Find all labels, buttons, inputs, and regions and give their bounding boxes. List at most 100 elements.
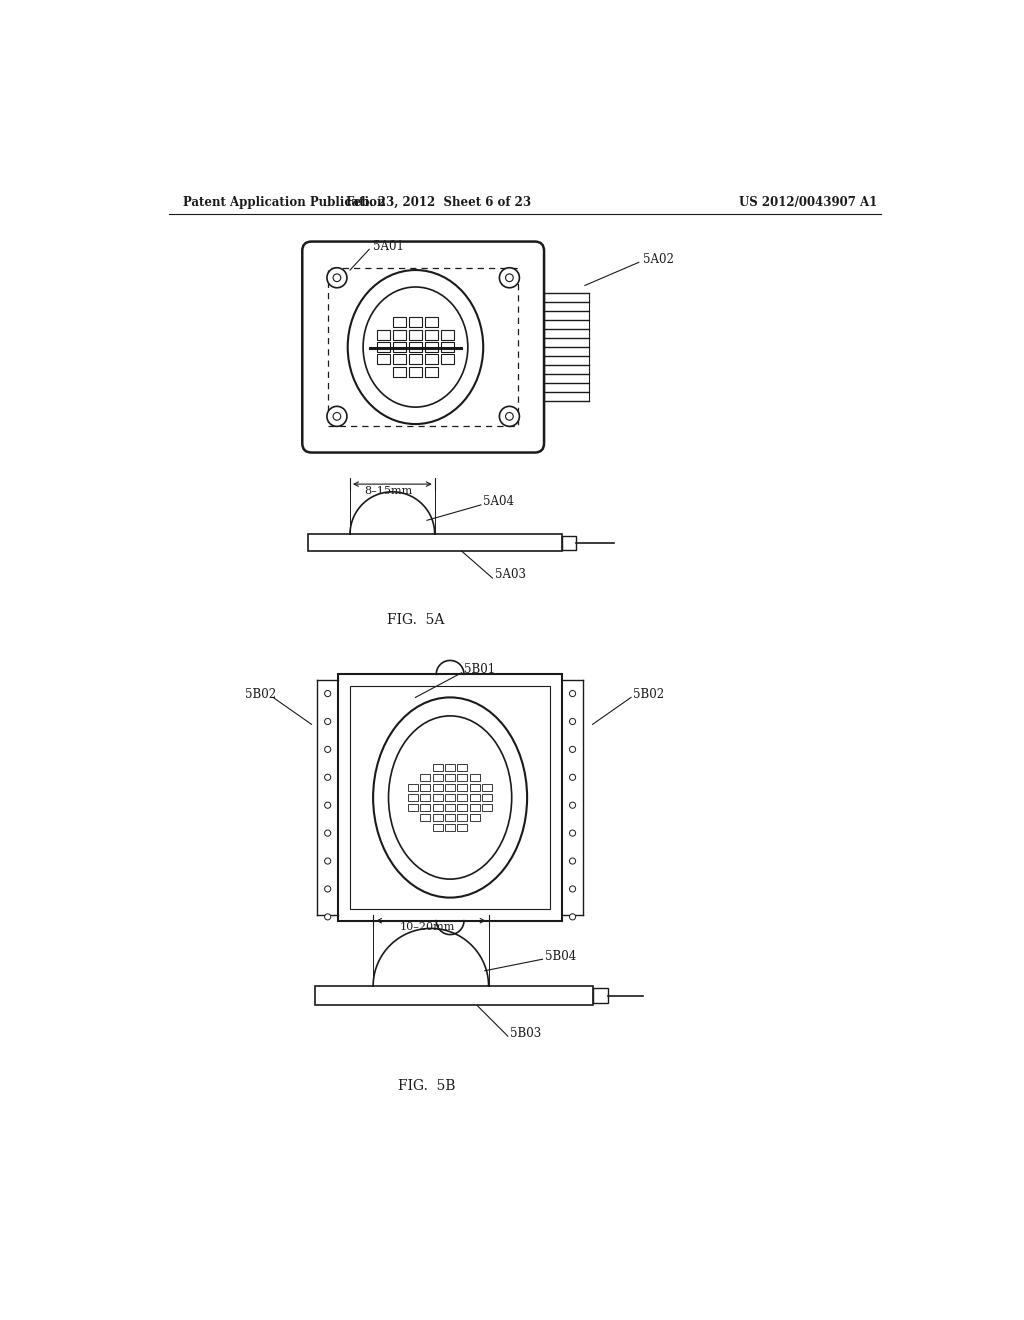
Text: 5B02: 5B02 — [245, 688, 275, 701]
Bar — [329, 268, 518, 426]
Bar — [458, 793, 467, 801]
Bar — [433, 763, 442, 771]
Bar — [433, 824, 442, 832]
Bar — [445, 774, 455, 781]
Text: FIG.  5B: FIG. 5B — [398, 1080, 456, 1093]
Circle shape — [569, 830, 575, 836]
Circle shape — [569, 775, 575, 780]
Bar — [393, 367, 406, 376]
Bar — [458, 763, 467, 771]
Bar — [433, 793, 442, 801]
Text: 5B03: 5B03 — [510, 1027, 542, 1040]
Bar — [562, 536, 575, 549]
Text: 5A03: 5A03 — [495, 569, 525, 582]
Text: 8–15mm: 8–15mm — [365, 486, 413, 496]
Circle shape — [569, 858, 575, 865]
Circle shape — [569, 718, 575, 725]
Bar — [339, 675, 562, 921]
Bar — [425, 354, 438, 364]
Bar — [441, 330, 455, 339]
FancyBboxPatch shape — [302, 242, 544, 453]
Ellipse shape — [373, 697, 527, 898]
Circle shape — [500, 407, 519, 426]
Text: Patent Application Publication: Patent Application Publication — [183, 195, 385, 209]
Circle shape — [325, 803, 331, 808]
Bar — [393, 330, 406, 339]
Bar — [393, 354, 406, 364]
Bar — [409, 804, 418, 812]
Text: 5A01: 5A01 — [373, 240, 404, 252]
Bar — [377, 342, 390, 352]
Ellipse shape — [364, 286, 468, 407]
Bar — [421, 793, 430, 801]
Bar — [377, 330, 390, 339]
Bar — [409, 330, 422, 339]
Circle shape — [506, 275, 513, 281]
Text: 5B02: 5B02 — [634, 688, 665, 701]
Circle shape — [500, 268, 519, 288]
Bar — [441, 354, 455, 364]
Text: 5B04: 5B04 — [545, 949, 577, 962]
Bar — [425, 342, 438, 352]
Bar — [445, 793, 455, 801]
Bar — [482, 804, 493, 812]
Bar — [307, 535, 562, 552]
Circle shape — [569, 746, 575, 752]
Text: 5A02: 5A02 — [643, 252, 674, 265]
Bar — [458, 804, 467, 812]
Circle shape — [327, 268, 347, 288]
Bar — [433, 813, 442, 821]
Bar — [315, 986, 593, 1006]
Bar — [433, 804, 442, 812]
Circle shape — [325, 913, 331, 920]
Bar — [425, 317, 438, 327]
Text: 5A04: 5A04 — [483, 495, 514, 508]
Bar — [445, 804, 455, 812]
Circle shape — [333, 275, 341, 281]
Bar — [409, 367, 422, 376]
Circle shape — [569, 803, 575, 808]
Bar — [458, 784, 467, 792]
Text: FIG.  5A: FIG. 5A — [387, 614, 444, 627]
Bar — [393, 342, 406, 352]
Text: 5B01: 5B01 — [464, 663, 495, 676]
Bar — [421, 774, 430, 781]
Circle shape — [325, 718, 331, 725]
Bar — [470, 784, 480, 792]
Text: 10–20mm: 10–20mm — [399, 923, 455, 932]
Bar — [482, 793, 493, 801]
Bar — [421, 784, 430, 792]
Circle shape — [325, 886, 331, 892]
Bar — [458, 774, 467, 781]
Circle shape — [569, 886, 575, 892]
Bar — [409, 793, 418, 801]
Circle shape — [325, 858, 331, 865]
Bar — [593, 989, 608, 1003]
Bar — [377, 354, 390, 364]
Bar — [425, 330, 438, 339]
Bar — [409, 354, 422, 364]
Bar — [470, 774, 480, 781]
Circle shape — [327, 407, 347, 426]
Bar — [445, 784, 455, 792]
Bar — [409, 317, 422, 327]
Bar — [458, 824, 467, 832]
Bar — [470, 813, 480, 821]
Ellipse shape — [348, 271, 483, 424]
Ellipse shape — [388, 715, 512, 879]
Circle shape — [569, 690, 575, 697]
Text: Feb. 23, 2012  Sheet 6 of 23: Feb. 23, 2012 Sheet 6 of 23 — [346, 195, 531, 209]
Bar — [441, 342, 455, 352]
Bar — [458, 813, 467, 821]
Bar — [433, 774, 442, 781]
Bar — [350, 686, 550, 909]
Bar — [445, 763, 455, 771]
Bar — [470, 793, 480, 801]
Circle shape — [325, 746, 331, 752]
Bar — [433, 784, 442, 792]
Bar — [421, 813, 430, 821]
Bar — [445, 813, 455, 821]
Bar — [409, 342, 422, 352]
Circle shape — [506, 413, 513, 420]
Circle shape — [325, 690, 331, 697]
